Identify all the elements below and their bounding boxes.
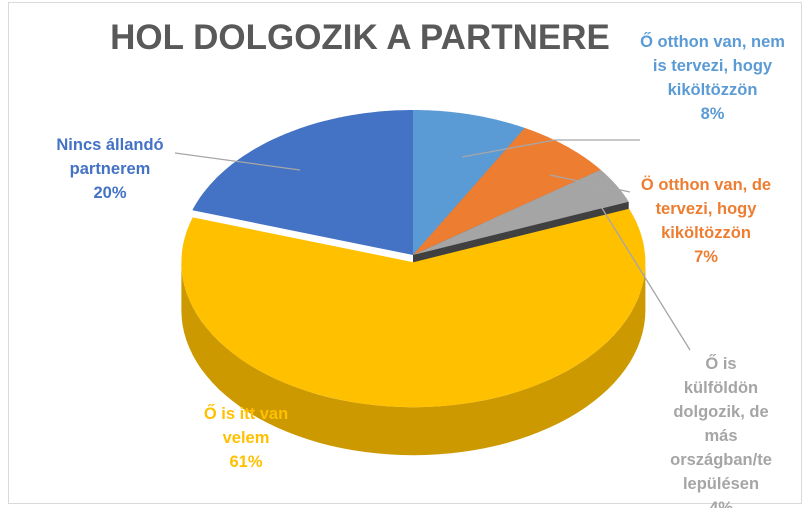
label-value: 20% <box>93 184 127 202</box>
label-value: 4% <box>709 499 733 508</box>
label-value: 61% <box>229 453 263 471</box>
label-name: Nincs állandó partnerem <box>56 136 164 178</box>
chart-title: HOL DOLGOZIK A PARTNERE <box>110 18 610 57</box>
label-value: 8% <box>700 105 725 123</box>
label-name: Ő otthon van, nem is tervezi, hogy kiköl… <box>640 33 785 99</box>
slice-label: Ő is itt van velem 61% <box>192 402 300 474</box>
slice-label: Ő otthon van, nem is tervezi, hogy kiköl… <box>640 30 785 126</box>
slice <box>413 169 629 255</box>
leader-line <box>599 204 691 351</box>
slice <box>192 110 413 255</box>
slice <box>181 208 646 408</box>
label-name: Ő is külföldön dolgozik, de más országba… <box>670 355 772 493</box>
leader-line <box>461 139 640 158</box>
leader-line <box>549 174 631 193</box>
slice-label: Ö otthon van, de tervezi, hogy kiköltözz… <box>632 173 780 269</box>
slice-side <box>181 262 646 456</box>
slice <box>413 110 525 255</box>
slice-label: Nincs állandó partnerem 20% <box>40 133 180 205</box>
label-name: Ő is itt van velem <box>203 405 289 447</box>
label-value: 7% <box>694 248 718 266</box>
label-name: Ö otthon van, de tervezi, hogy kiköltözz… <box>640 176 772 242</box>
slice <box>413 127 601 255</box>
leader-line <box>174 152 301 171</box>
slice-label: Ő is külföldön dolgozik, de más országba… <box>670 352 772 508</box>
chart-frame <box>8 2 802 504</box>
